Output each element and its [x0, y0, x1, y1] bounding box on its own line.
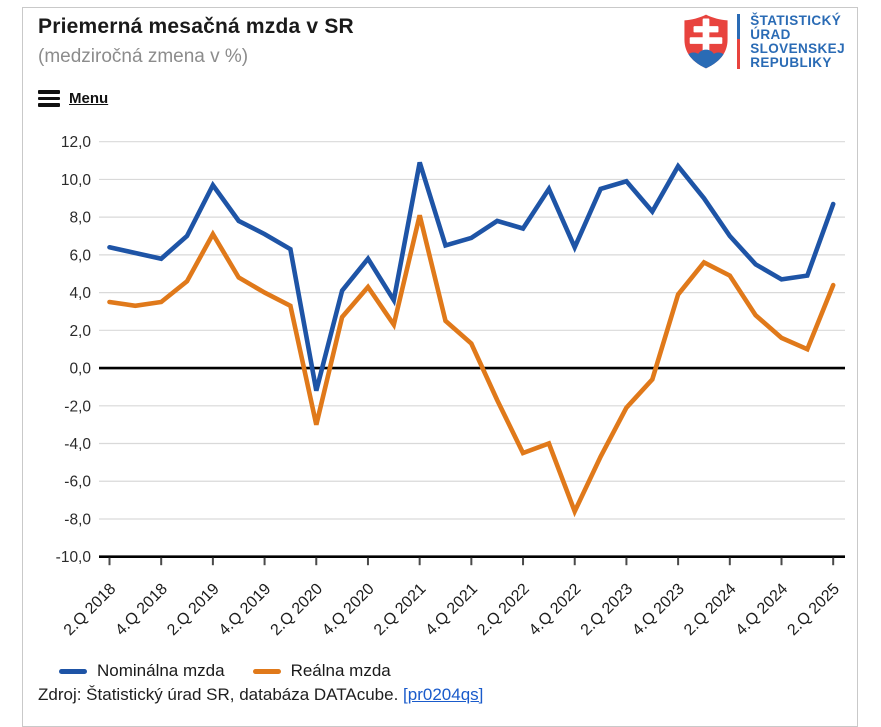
y-tick-label: 10,0: [61, 172, 92, 189]
legend-label-real: Reálna mzda: [290, 661, 391, 680]
y-tick-label: 0,0: [69, 361, 91, 378]
x-tick-label: 2.Q 2018: [61, 580, 120, 639]
x-tick-label: 2.Q 2019: [164, 580, 223, 639]
y-tick-label: -2,0: [64, 398, 91, 415]
y-tick-label: -6,0: [64, 474, 91, 491]
y-tick-label: 2,0: [69, 323, 91, 340]
x-tick-label: 4.Q 2020: [319, 580, 378, 639]
source-note: Zdroj: Štatistický úrad SR, databáza DAT…: [38, 685, 483, 705]
logo-divider: [737, 14, 741, 69]
nominal-wage-line: [107, 161, 836, 392]
x-tick-label: 2.Q 2023: [578, 580, 637, 639]
x-tick-label: 4.Q 2019: [216, 580, 275, 639]
x-tick-label: 4.Q 2021: [423, 580, 482, 639]
x-tick-label: 4.Q 2023: [629, 580, 688, 639]
x-tick-label: 2.Q 2025: [784, 580, 843, 639]
legend-label-nominal: Nominálna mzda: [97, 661, 225, 680]
x-tick-label: 2.Q 2020: [268, 580, 327, 639]
x-tick-label: 4.Q 2024: [733, 580, 792, 639]
chart-legend: Nominálna mzda Reálna mzda: [59, 661, 391, 681]
legend-item-real: Reálna mzda: [252, 661, 391, 681]
real-series-dash-icon: [252, 668, 281, 674]
page-title: Priemerná mesačná mzda v SR: [38, 15, 354, 38]
x-tick-label: 2.Q 2024: [681, 580, 740, 639]
hamburger-icon: [38, 90, 60, 107]
x-tick-label: 2.Q 2021: [371, 580, 430, 639]
x-tick-label: 4.Q 2022: [526, 580, 585, 639]
legend-item-nominal: Nominálna mzda: [59, 661, 225, 681]
logo-text: ŠTATISTICKÝ ÚRAD SLOVENSKEJ REPUBLIKY: [750, 12, 845, 70]
wage-line-chart: 12,0 10,0 8,0 6,0 4,0 2,0 0,0 -2,0 -4,0 -6,0 -8,0 -…: [56, 134, 845, 639]
y-tick-label: 6,0: [69, 247, 91, 264]
real-wage-line: [107, 214, 836, 518]
y-tick-label: 8,0: [69, 210, 91, 227]
source-text: Zdroj: Štatistický úrad SR, databáza DAT…: [38, 685, 399, 704]
y-tick-label: -10,0: [56, 549, 92, 566]
page-subtitle: (medziročná zmena v %): [38, 46, 249, 67]
y-tick-label: -8,0: [64, 511, 91, 528]
y-tick-label: 4,0: [69, 285, 91, 302]
x-tick-label: 4.Q 2018: [112, 580, 171, 639]
y-tick-label: -4,0: [64, 436, 91, 453]
menu-button[interactable]: Menu: [38, 90, 108, 107]
statistical-office-logo: ŠTATISTICKÝ ÚRAD SLOVENSKEJ REPUBLIKY: [683, 13, 845, 70]
x-tick-label: 2.Q 2022: [474, 580, 533, 639]
menu-label: Menu: [69, 90, 109, 107]
dataset-link[interactable]: [pr0204qs]: [403, 685, 484, 704]
slovak-coat-of-arms-icon: [684, 14, 728, 69]
nominal-series-dash-icon: [59, 668, 87, 674]
y-tick-label: 12,0: [61, 134, 92, 151]
